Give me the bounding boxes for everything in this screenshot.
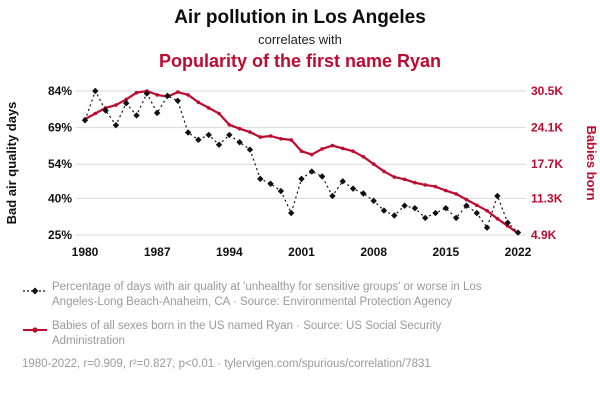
left-axis-tick-labels: 84% 69% 54% 40% 25% (48, 84, 72, 242)
chart-subtitle: correlates with (258, 32, 342, 47)
legend-item-ryan: Babies of all sexes born in the US named… (0, 319, 600, 349)
right-axis-tick-labels: 30.5K 24.1K 17.7K 11.3K 4.9K (531, 84, 563, 242)
gridlines (76, 90, 526, 236)
air-quality-series (81, 87, 522, 236)
dashed-diamond-marker-icon (22, 280, 52, 301)
svg-text:30.5K: 30.5K (531, 84, 563, 98)
chart-title-primary: Air pollution in Los Angeles (174, 7, 426, 28)
x-axis-tick-labels: 1980 1987 1994 2001 2008 2015 2022 (72, 245, 532, 259)
ryan-babies-series (83, 89, 520, 236)
svg-text:2015: 2015 (432, 245, 459, 259)
svg-text:2001: 2001 (288, 245, 315, 259)
svg-text:2022: 2022 (505, 245, 532, 259)
svg-text:2008: 2008 (360, 245, 387, 259)
solid-dot-marker-icon (22, 319, 52, 340)
svg-text:1987: 1987 (144, 245, 171, 259)
svg-text:1994: 1994 (216, 245, 243, 259)
legend-label: Babies of all sexes born in the US named… (52, 320, 442, 347)
svg-text:1980: 1980 (72, 245, 99, 259)
legend-item-air-quality: Percentage of days with air quality at '… (0, 280, 600, 310)
chart-title-secondary: Popularity of the first name Ryan (158, 51, 442, 71)
svg-text:54%: 54% (48, 157, 72, 171)
right-axis-title: Babies born (584, 125, 599, 200)
svg-text:25%: 25% (48, 228, 72, 242)
legend-label: Percentage of days with air quality at '… (52, 281, 482, 308)
svg-text:40%: 40% (48, 191, 72, 205)
svg-text:69%: 69% (48, 121, 72, 135)
dual-axis-line-chart: 84% 69% 54% 40% 25% 30.5K 24.1K 17.7K 11.3K 4.9K 1… (4, 84, 599, 259)
svg-text:11.3K: 11.3K (531, 191, 563, 205)
svg-text:17.7K: 17.7K (531, 157, 563, 171)
legend: Percentage of days with air quality at '… (0, 280, 600, 349)
svg-text:4.9K: 4.9K (531, 228, 557, 242)
chart-header: Air pollution in Los Angeles correlates … (0, 0, 600, 73)
left-axis-title: Bad air quality days (4, 102, 19, 225)
svg-text:24.1K: 24.1K (531, 121, 563, 135)
svg-text:84%: 84% (48, 84, 72, 98)
stats-and-source-line: 1980-2022, r=0.909, r²=0.827, p<0.01 · t… (22, 358, 431, 370)
